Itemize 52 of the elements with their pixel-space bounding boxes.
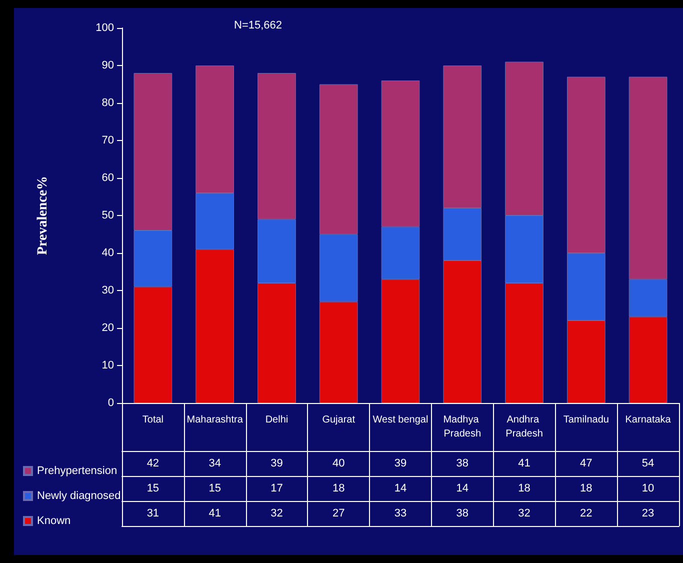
- x-tick-label: Gujarat: [322, 414, 356, 426]
- y-tick-label: 50: [102, 210, 114, 222]
- data-label: 14: [456, 482, 469, 494]
- data-label: 18: [580, 482, 592, 494]
- data-label: 10: [642, 482, 654, 494]
- data-label: 27: [332, 508, 345, 520]
- data-label: 32: [270, 508, 283, 520]
- x-tick-label: Tamilnadu: [563, 414, 609, 426]
- annotation: N=15,662: [234, 20, 282, 32]
- data-label: 22: [580, 508, 592, 520]
- data-label: 31: [146, 508, 160, 520]
- x-tick-label: Madhya Pradesh: [443, 414, 482, 440]
- x-tick-label: Karnataka: [625, 414, 672, 426]
- data-label: 40: [332, 458, 345, 470]
- y-tick-label: 100: [96, 22, 114, 34]
- x-tick-label: Total: [142, 414, 164, 426]
- legend-label: Prehypertension: [37, 465, 118, 477]
- data-label: 39: [394, 458, 407, 470]
- data-label: 32: [518, 508, 530, 520]
- y-tick-label: 70: [102, 134, 114, 146]
- y-tick-label: 30: [102, 284, 114, 296]
- data-label: 23: [642, 508, 654, 520]
- y-tick-label: 40: [102, 247, 114, 259]
- legend-label: Newly diagnosed: [37, 490, 121, 502]
- x-tick-label: West bengal: [372, 414, 428, 426]
- data-label: 41: [518, 458, 530, 470]
- y-tick-label: 20: [102, 322, 114, 334]
- data-label: 14: [394, 482, 407, 494]
- y-tick-label: 80: [102, 97, 114, 109]
- y-axis-title: Prevalence%: [36, 176, 50, 256]
- data-label: 17: [270, 482, 283, 494]
- data-label: 34: [208, 458, 221, 470]
- y-tick-label: 10: [102, 360, 114, 372]
- data-label: 33: [394, 508, 407, 520]
- x-tick-label: Delhi: [265, 414, 288, 426]
- x-tick-label: Maharashtra: [186, 414, 244, 426]
- x-tick-label: Andhra Pradesh: [506, 414, 543, 440]
- data-label: 41: [208, 508, 221, 520]
- legend-label: Known: [37, 515, 71, 527]
- data-label: 18: [518, 482, 530, 494]
- data-label: 54: [642, 458, 654, 470]
- data-label: 47: [580, 458, 592, 470]
- data-label: 39: [270, 458, 283, 470]
- y-tick-label: 90: [102, 60, 114, 72]
- y-tick-label: 60: [102, 172, 114, 184]
- data-label: 38: [456, 508, 469, 520]
- data-label: 18: [332, 482, 345, 494]
- data-label: 15: [146, 482, 160, 494]
- data-label: 38: [456, 458, 469, 470]
- data-label: 42: [146, 458, 160, 470]
- y-tick-label: 0: [108, 397, 114, 409]
- data-label: 15: [208, 482, 221, 494]
